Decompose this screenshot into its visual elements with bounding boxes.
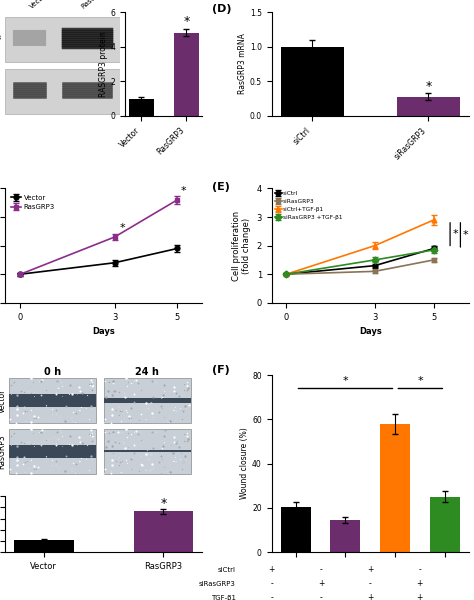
Text: RasGRP3: RasGRP3 xyxy=(0,35,1,41)
Bar xyxy=(330,520,360,552)
Bar xyxy=(104,378,191,423)
Text: TGF-β1: TGF-β1 xyxy=(211,595,236,600)
Bar xyxy=(104,398,191,403)
Text: -: - xyxy=(270,593,273,600)
Bar xyxy=(9,378,96,423)
Bar xyxy=(281,47,344,116)
Text: +: + xyxy=(417,580,423,589)
Bar xyxy=(134,511,193,552)
X-axis label: Days: Days xyxy=(92,327,115,336)
Text: 24 h: 24 h xyxy=(135,367,159,377)
Text: -: - xyxy=(319,593,322,600)
Y-axis label: RasGRP3 mRNA: RasGRP3 mRNA xyxy=(238,34,247,94)
Bar xyxy=(129,98,154,116)
Text: *: * xyxy=(343,376,348,386)
Text: (D): (D) xyxy=(212,4,232,14)
Text: Vector: Vector xyxy=(0,388,7,413)
X-axis label: Days: Days xyxy=(359,327,382,336)
Text: GAPDH: GAPDH xyxy=(0,87,1,93)
Text: -: - xyxy=(369,580,372,589)
Bar xyxy=(5,17,120,62)
Text: +: + xyxy=(318,580,324,589)
Text: siCtrl: siCtrl xyxy=(218,566,236,572)
Bar xyxy=(430,497,460,552)
Text: *: * xyxy=(425,80,431,92)
Text: 0 h: 0 h xyxy=(44,367,61,377)
Bar xyxy=(9,429,96,473)
Text: *: * xyxy=(181,186,186,196)
Text: *: * xyxy=(160,497,166,511)
Text: *: * xyxy=(463,230,468,240)
Y-axis label: Wound closure (%): Wound closure (%) xyxy=(240,428,249,499)
Bar xyxy=(174,33,199,116)
Text: Vector: Vector xyxy=(29,0,50,10)
Bar xyxy=(9,445,96,458)
Text: (E): (E) xyxy=(212,182,230,191)
Text: *: * xyxy=(418,376,423,386)
Bar xyxy=(381,424,410,552)
Text: -: - xyxy=(419,565,421,574)
Text: +: + xyxy=(417,593,423,600)
Bar xyxy=(14,540,73,552)
Text: +: + xyxy=(367,593,374,600)
Text: +: + xyxy=(367,565,374,574)
Bar xyxy=(9,394,96,407)
Bar xyxy=(397,97,460,116)
Bar xyxy=(104,429,191,473)
Bar xyxy=(104,450,191,452)
Text: *: * xyxy=(119,223,125,233)
Text: -: - xyxy=(270,580,273,589)
Text: *: * xyxy=(452,229,458,239)
Text: (F): (F) xyxy=(212,365,230,374)
Text: siRasGRP3: siRasGRP3 xyxy=(199,581,236,587)
Text: RasGRP3: RasGRP3 xyxy=(80,0,108,10)
Legend: siCtrl, siRasGRP3, siCtrl+TGF-β1, siRasGRP3 +TGF-β1: siCtrl, siRasGRP3, siCtrl+TGF-β1, siRasG… xyxy=(274,191,342,220)
Text: -: - xyxy=(319,565,322,574)
Text: *: * xyxy=(183,15,190,28)
Bar xyxy=(5,69,120,114)
Bar xyxy=(281,507,310,552)
Text: +: + xyxy=(268,565,275,574)
Y-axis label: Cell proliferation
(fold change): Cell proliferation (fold change) xyxy=(231,211,251,281)
Legend: Vector, RasGRP3: Vector, RasGRP3 xyxy=(8,192,57,213)
Y-axis label: RASGRP3 protein: RASGRP3 protein xyxy=(99,31,108,97)
Text: RasGRP3: RasGRP3 xyxy=(0,434,7,469)
